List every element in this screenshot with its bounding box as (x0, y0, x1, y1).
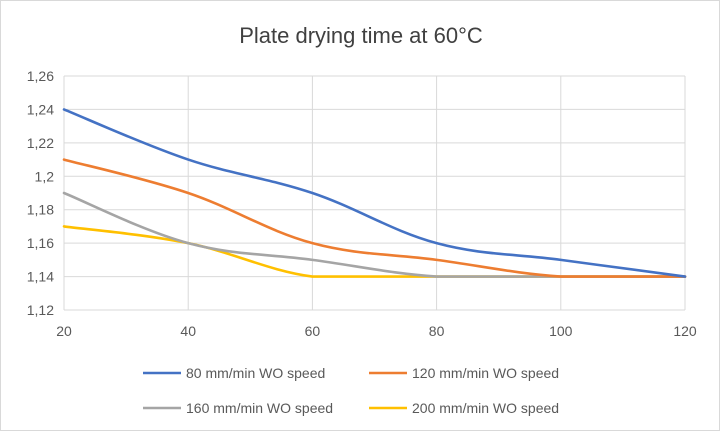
x-axis-ticks: 20 40 60 80 100 120 (56, 323, 697, 339)
grid (63, 75, 686, 311)
y-tick-label: 1,14 (27, 269, 54, 285)
y-tick-label: 1,22 (27, 135, 54, 151)
y-axis-ticks: 1,12 1,14 1,16 1,18 1,2 1,22 1,24 1,26 (27, 68, 54, 318)
x-tick-label: 80 (429, 323, 445, 339)
x-tick-label: 60 (305, 323, 321, 339)
series-lines (62, 108, 687, 278)
x-tick-label: 40 (180, 323, 196, 339)
series-line (62, 108, 687, 278)
y-tick-label: 1,12 (27, 302, 54, 318)
y-tick-label: 1,26 (27, 68, 54, 84)
y-tick-label: 1,18 (27, 202, 54, 218)
legend-label: 200 mm/min WO speed (412, 400, 559, 416)
y-tick-label: 1,2 (35, 168, 55, 184)
legend-label: 160 mm/min WO speed (186, 400, 333, 416)
legend-label: 80 mm/min WO speed (186, 365, 325, 381)
y-tick-label: 1,16 (27, 235, 54, 251)
y-tick-label: 1,24 (27, 101, 54, 117)
x-tick-label: 120 (673, 323, 697, 339)
x-tick-label: 100 (549, 323, 573, 339)
legend: 80 mm/min WO speed 120 mm/min WO speed 160… (143, 365, 559, 416)
x-tick-label: 20 (56, 323, 72, 339)
chart-title: Plate drying time at 60°C (239, 23, 483, 48)
legend-label: 120 mm/min WO speed (412, 365, 559, 381)
series-line (62, 158, 687, 278)
